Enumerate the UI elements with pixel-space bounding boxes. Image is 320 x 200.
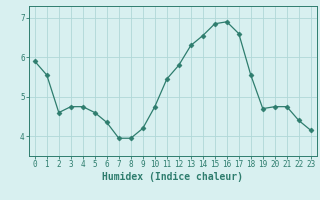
X-axis label: Humidex (Indice chaleur): Humidex (Indice chaleur) <box>102 172 243 182</box>
